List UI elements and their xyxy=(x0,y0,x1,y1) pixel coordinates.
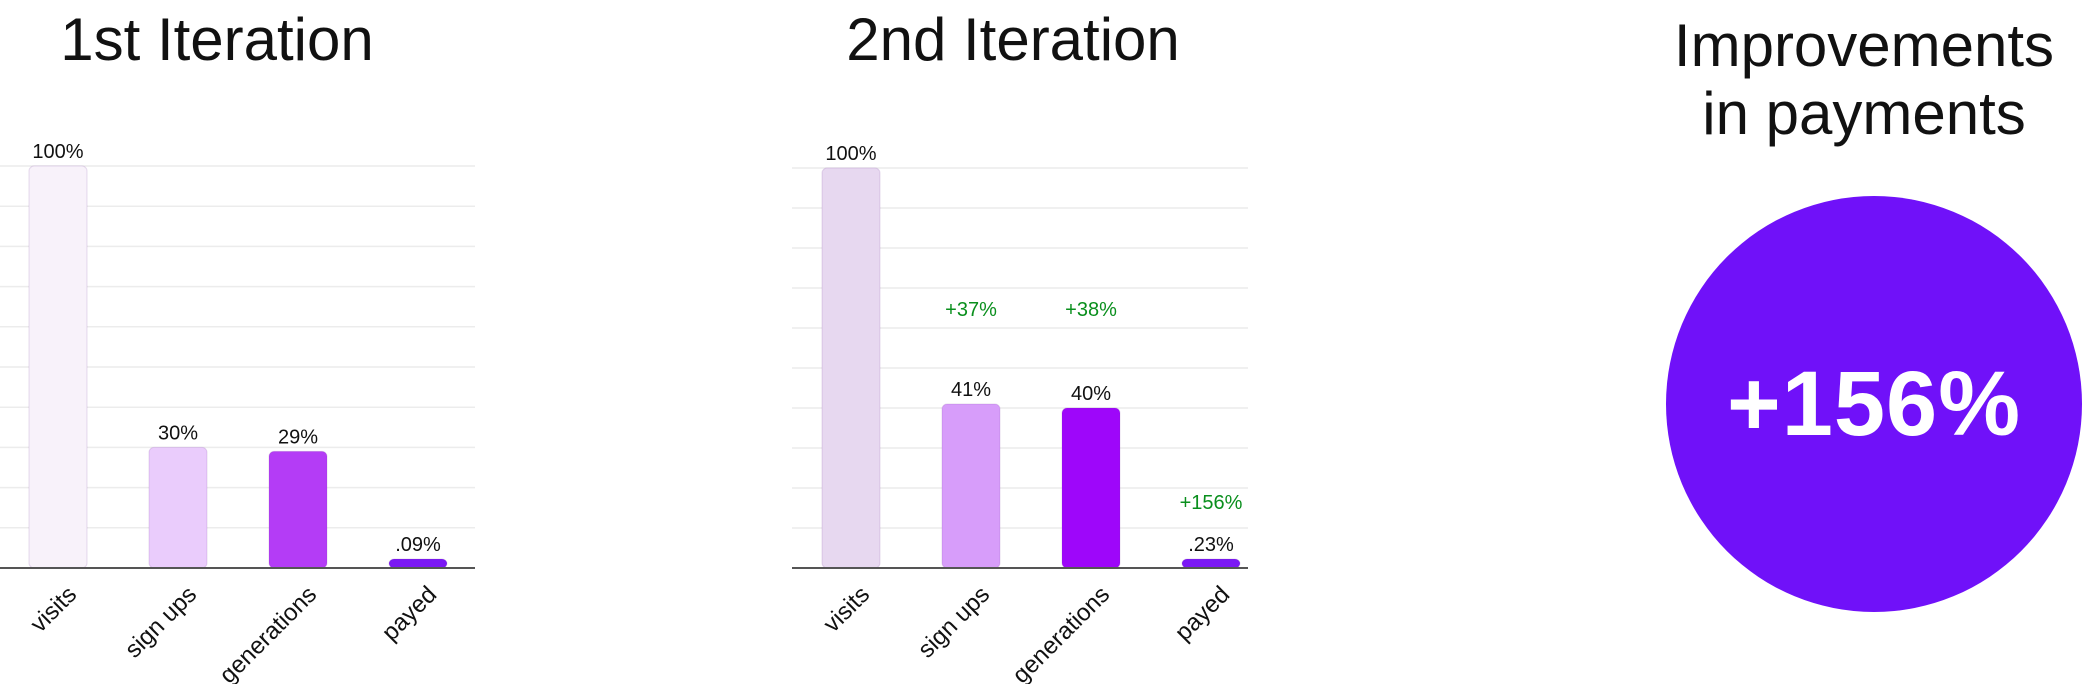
improvements-title-line2: in payments xyxy=(1702,80,2026,147)
value-label: 41% xyxy=(951,379,991,401)
chart-title-2nd-iteration: 2nd Iteration xyxy=(846,6,1180,73)
improvement-label: +156% xyxy=(1180,492,1243,514)
improvement-value: +156% xyxy=(1726,352,2022,455)
value-label: 100% xyxy=(32,141,83,163)
improvement-label: +38% xyxy=(1065,299,1117,321)
x-tick-label: visits xyxy=(818,581,875,638)
bar-sign-ups xyxy=(941,403,1001,569)
chart-title-1st-iteration: 1st Iteration xyxy=(60,6,374,73)
value-label: .09% xyxy=(395,534,441,556)
value-label: 40% xyxy=(1071,383,1111,405)
improvement-label: +37% xyxy=(945,299,997,321)
improvements-title-line1: Improvements xyxy=(1673,12,2055,79)
value-label: 30% xyxy=(158,422,198,444)
bar-payed xyxy=(1181,558,1241,569)
value-label: .23% xyxy=(1188,534,1234,556)
improvement-circle: +156% xyxy=(1666,196,2082,612)
value-label: 100% xyxy=(825,143,876,165)
x-tick-label: payed xyxy=(1170,581,1235,646)
x-tick-label: generations xyxy=(1007,581,1115,684)
bar-generations xyxy=(1061,407,1121,569)
value-label: 29% xyxy=(278,426,318,448)
x-tick-label: sign ups xyxy=(913,581,995,663)
improvements-title: Improvements in payments xyxy=(1674,12,2054,148)
bar-visits xyxy=(821,167,881,569)
